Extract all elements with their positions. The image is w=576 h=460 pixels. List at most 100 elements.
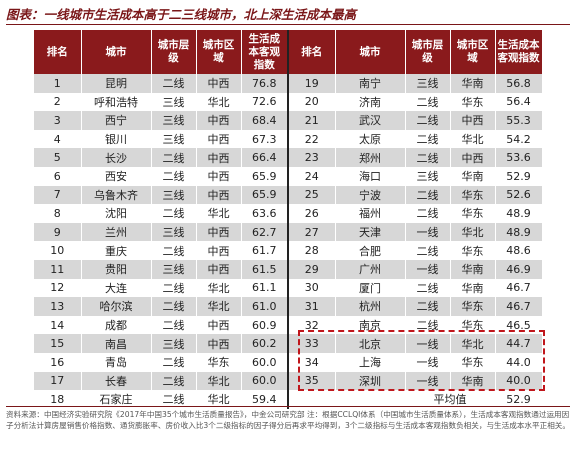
header-index: 生活成本客观指数	[241, 30, 289, 74]
cell-tier: 二线	[405, 129, 451, 149]
cell-city: 银川	[81, 129, 152, 149]
cell-region: 中西	[196, 185, 242, 205]
table-row: 18 石家庄 二线 华北 59.4 平均值 52.9	[34, 390, 543, 409]
cell-city: 天津	[335, 222, 406, 242]
cell-city: 郑州	[335, 148, 406, 167]
cell-city: 青岛	[81, 352, 152, 372]
cell-tier: 二线	[151, 297, 197, 316]
cell-city: 南宁	[335, 74, 406, 93]
cell-region: 华北	[196, 204, 242, 223]
cell-tier: 三线	[151, 185, 197, 205]
cell-region: 中西	[450, 148, 496, 167]
header-index: 生活成本客观指数	[495, 30, 543, 74]
cell-city: 成都	[81, 315, 152, 335]
cell-rank: 5	[34, 148, 82, 167]
cell-region: 华北	[450, 222, 496, 242]
cell-region: 中西	[450, 111, 496, 130]
cell-index: 62.7	[241, 222, 289, 242]
cell-city: 宁波	[335, 185, 406, 205]
cell-index: 48.6	[495, 241, 543, 260]
cell-rank: 30	[287, 278, 336, 298]
cell-index: 46.9	[495, 259, 543, 279]
cell-region: 中西	[196, 334, 242, 353]
cell-index: 54.2	[495, 129, 543, 149]
figure-caption: 图表：一线城市生活成本高于二三线城市，北上深生活成本最高	[6, 7, 357, 22]
cell-index: 76.8	[241, 74, 289, 93]
cell-tier: 二线	[405, 148, 451, 167]
table-row: 17 长春 二线 华北 60.0 35 深圳 一线 华南 40.0	[34, 371, 543, 391]
cell-city: 北京	[335, 334, 406, 353]
table-row: 9 兰州 三线 中西 62.7 27 天津 一线 华北 48.9	[34, 222, 543, 242]
cell-city: 哈尔滨	[81, 297, 152, 316]
cell-city: 兰州	[81, 222, 152, 242]
cell-region: 中西	[196, 74, 242, 93]
table-row: 16 青岛 二线 华东 60.0 34 上海 一线 华东 44.0	[34, 352, 543, 372]
table-row: 6 西安 二线 中西 65.9 24 海口 三线 华南 52.9	[34, 166, 543, 186]
cell-rank: 2	[34, 92, 82, 112]
cell-rank: 27	[287, 222, 336, 242]
cell-rank: 32	[287, 315, 336, 335]
cell-rank: 4	[34, 129, 82, 149]
cell-tier: 一线	[405, 259, 451, 279]
cell-rank: 31	[287, 297, 336, 316]
cell-region: 华北	[196, 371, 242, 391]
cell-region: 华北	[450, 334, 496, 353]
cell-rank: 12	[34, 278, 82, 298]
cell-index: 65.9	[241, 185, 289, 205]
cell-rank: 15	[34, 334, 82, 353]
cell-index: 46.5	[495, 315, 543, 335]
table-row: 13 哈尔滨 二线 华北 61.0 31 杭州 二线 华东 46.7	[34, 297, 543, 316]
cell-index: 61.5	[241, 259, 289, 279]
cell-rank: 16	[34, 352, 82, 372]
cell-index: 56.8	[495, 74, 543, 93]
header-region: 城市区域	[450, 30, 496, 74]
cell-region: 中西	[196, 315, 242, 335]
cell-city: 杭州	[335, 297, 406, 316]
cell-tier: 二线	[151, 390, 197, 409]
cell-rank: 13	[34, 297, 82, 316]
cell-tier: 二线	[405, 315, 451, 335]
cell-tier: 二线	[151, 352, 197, 372]
cell-index: 60.0	[241, 352, 289, 372]
cell-tier: 二线	[405, 185, 451, 205]
cell-rank: 1	[34, 74, 82, 93]
cell-tier: 三线	[151, 92, 197, 112]
cell-tier: 二线	[405, 241, 451, 260]
cell-region: 华南	[450, 166, 496, 186]
cell-tier: 三线	[151, 222, 197, 242]
cell-rank: 17	[34, 371, 82, 391]
footnote-divider	[6, 406, 570, 407]
cell-index: 61.0	[241, 297, 289, 316]
cell-city: 福州	[335, 204, 406, 223]
cell-index: 65.9	[241, 166, 289, 186]
cell-tier: 二线	[151, 315, 197, 335]
cell-region: 华东	[450, 352, 496, 372]
cell-tier: 二线	[151, 166, 197, 186]
cell-city: 石家庄	[81, 390, 152, 409]
cell-region: 华北	[196, 92, 242, 112]
cell-tier: 二线	[405, 92, 451, 112]
cell-region: 华南	[450, 278, 496, 298]
cell-city: 乌鲁木齐	[81, 185, 152, 205]
cell-city: 南京	[335, 315, 406, 335]
cell-city: 南昌	[81, 334, 152, 353]
cell-region: 华东	[450, 185, 496, 205]
cell-rank: 14	[34, 315, 82, 335]
cell-tier: 三线	[151, 334, 197, 353]
cell-index: 60.9	[241, 315, 289, 335]
cell-rank: 6	[34, 166, 82, 186]
cell-city: 深圳	[335, 371, 406, 391]
cell-tier: 二线	[151, 148, 197, 167]
cell-rank: 19	[287, 74, 336, 93]
cell-tier: 二线	[151, 371, 197, 391]
cell-index: 53.6	[495, 148, 543, 167]
cell-region: 华东	[450, 315, 496, 335]
cell-region: 华东	[450, 297, 496, 316]
cell-tier: 三线	[151, 111, 197, 130]
table-row: 1 昆明 二线 中西 76.8 19 南宁 三线 华南 56.8	[34, 74, 543, 93]
cell-region: 华北	[450, 129, 496, 149]
cell-region: 华南	[450, 259, 496, 279]
cell-tier: 二线	[405, 297, 451, 316]
cell-tier: 一线	[405, 352, 451, 372]
cell-index: 68.4	[241, 111, 289, 130]
